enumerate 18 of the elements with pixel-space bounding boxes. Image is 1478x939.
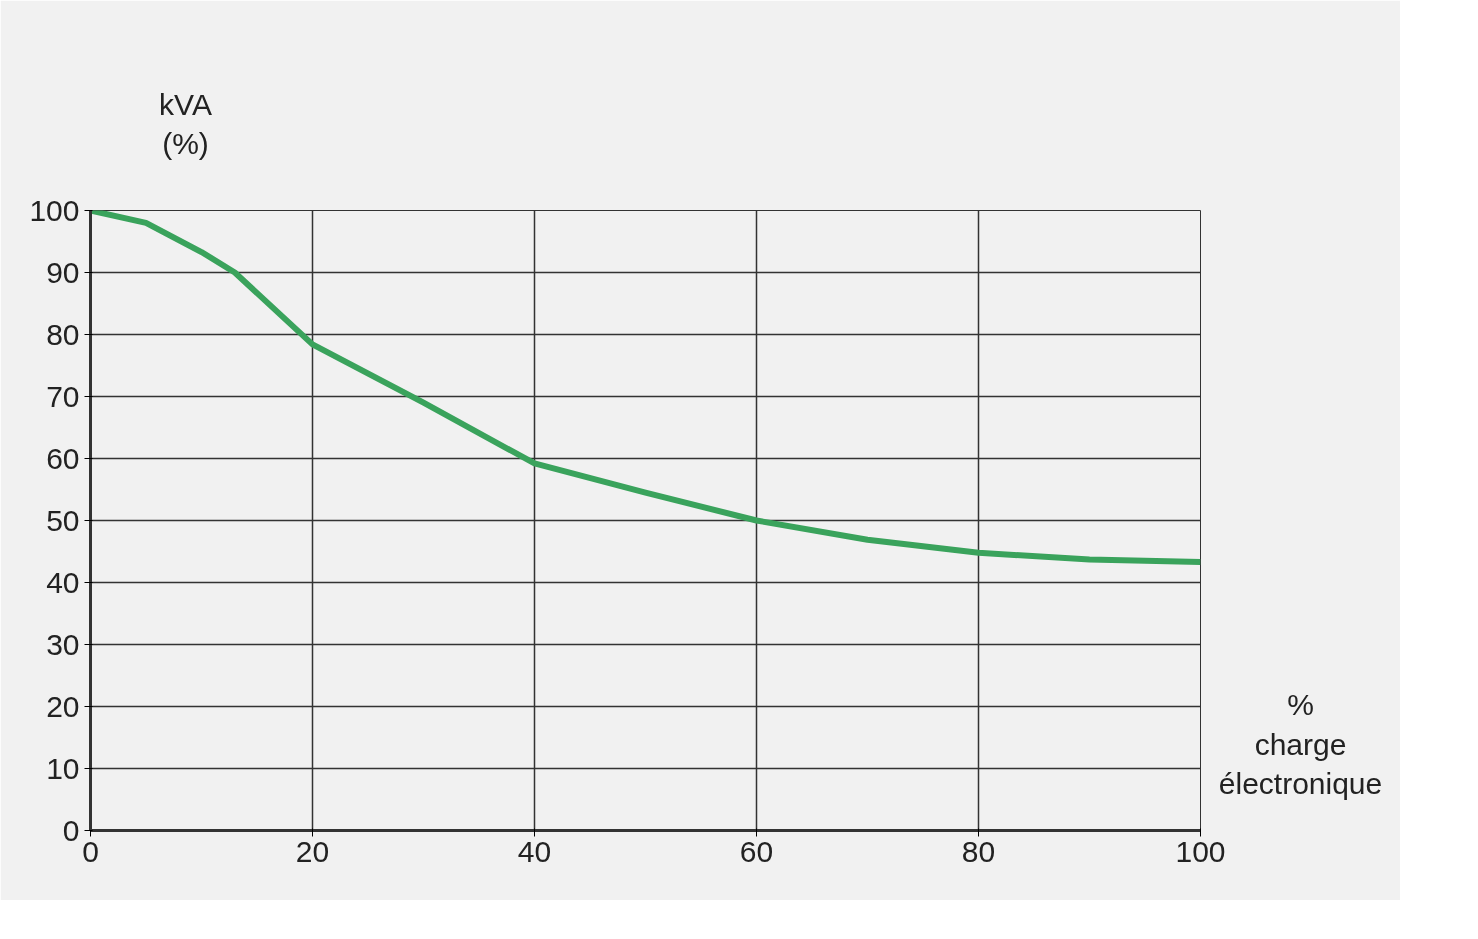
y-axis-title: kVA (%) xyxy=(159,87,212,161)
y-tick-label: 70 xyxy=(46,379,80,413)
x-tick-label: 40 xyxy=(517,834,552,868)
x-axis-title: % charge électronique xyxy=(1218,688,1383,801)
y-tick-label: 100 xyxy=(29,193,80,227)
y-tick-label: 50 xyxy=(46,503,80,537)
x-tick-label: 100 xyxy=(1175,834,1226,868)
y-tick-label: 0 xyxy=(62,813,80,847)
x-tick-label: 60 xyxy=(739,834,774,868)
y-tick-label: 30 xyxy=(46,627,80,661)
y-tick-label: 90 xyxy=(46,255,80,289)
x-tick-label: 80 xyxy=(961,834,996,868)
y-tick-label: 20 xyxy=(46,689,80,723)
y-tick-label: 10 xyxy=(46,751,80,785)
x-tick-label: 20 xyxy=(295,834,330,868)
y-tick-label: 80 xyxy=(46,317,80,351)
y-tick-label: 40 xyxy=(46,565,80,599)
y-tick-label: 60 xyxy=(46,441,80,475)
